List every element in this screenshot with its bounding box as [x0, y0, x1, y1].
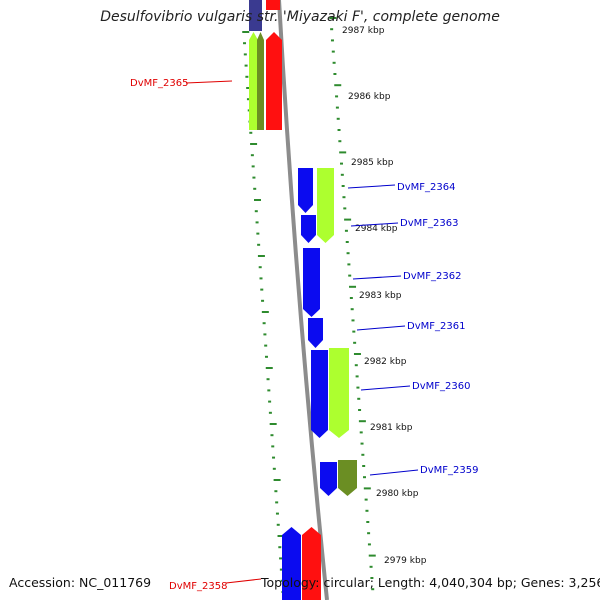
- accession-label: Accession: NC_011769: [9, 575, 152, 590]
- gene-arrow: [303, 248, 320, 317]
- gene-label: DvMF_2361: [407, 321, 465, 332]
- gene-leader-line: [347, 184, 396, 189]
- scale-label: 2979 kbp: [384, 556, 427, 566]
- gene-leader-line: [369, 469, 419, 476]
- gene-arrow: [308, 318, 323, 348]
- gene-label: DvMF_2359: [420, 465, 478, 476]
- gene-arrow: [298, 168, 313, 213]
- gene-label: DvMF_2358: [169, 581, 227, 592]
- map-title: Desulfovibrio vulgaris str. 'Miyazaki F'…: [100, 9, 500, 25]
- gene-arrow: [249, 0, 262, 31]
- gene-leader-line: [185, 80, 233, 84]
- gene-arrow: [282, 527, 301, 600]
- gene-leader-line: [360, 385, 411, 391]
- gene-label: DvMF_2365: [130, 78, 188, 89]
- gene-arrow: [338, 460, 357, 496]
- gene-leader-line: [225, 578, 262, 584]
- gene-arrow: [302, 527, 321, 600]
- gene-arrow: [301, 215, 316, 243]
- gene-arrow: [257, 32, 264, 130]
- gene-label: DvMF_2360: [412, 381, 470, 392]
- gene-label: DvMF_2362: [403, 271, 461, 282]
- gene-arrow: [329, 348, 349, 438]
- scale-label: 2986 kbp: [348, 92, 391, 102]
- gene-leader-line: [356, 325, 406, 331]
- scale-label: 2981 kbp: [370, 423, 413, 433]
- scale-label: 2984 kbp: [355, 224, 398, 234]
- gene-arrow: [317, 168, 334, 243]
- genome-summary: Topology: circular; Length: 4,040,304 bp…: [261, 575, 600, 590]
- scale-label: 2987 kbp: [342, 26, 385, 36]
- scale-label: 2983 kbp: [359, 291, 402, 301]
- gene-arrow: [266, 0, 280, 10]
- gene-arrow: [320, 462, 337, 496]
- gene-label: DvMF_2363: [400, 218, 458, 229]
- gene-leader-line: [352, 275, 402, 280]
- backbone-arc: [277, 0, 329, 601]
- scale-label: 2982 kbp: [364, 357, 407, 367]
- gene-label: DvMF_2364: [397, 182, 455, 193]
- gene-arrow: [311, 350, 328, 438]
- gene-leader-line: [350, 222, 399, 227]
- scale-label: 2985 kbp: [351, 158, 394, 168]
- gene-arrow: [249, 32, 258, 130]
- gene-arrow: [266, 32, 282, 130]
- scale-label: 2980 kbp: [376, 489, 419, 499]
